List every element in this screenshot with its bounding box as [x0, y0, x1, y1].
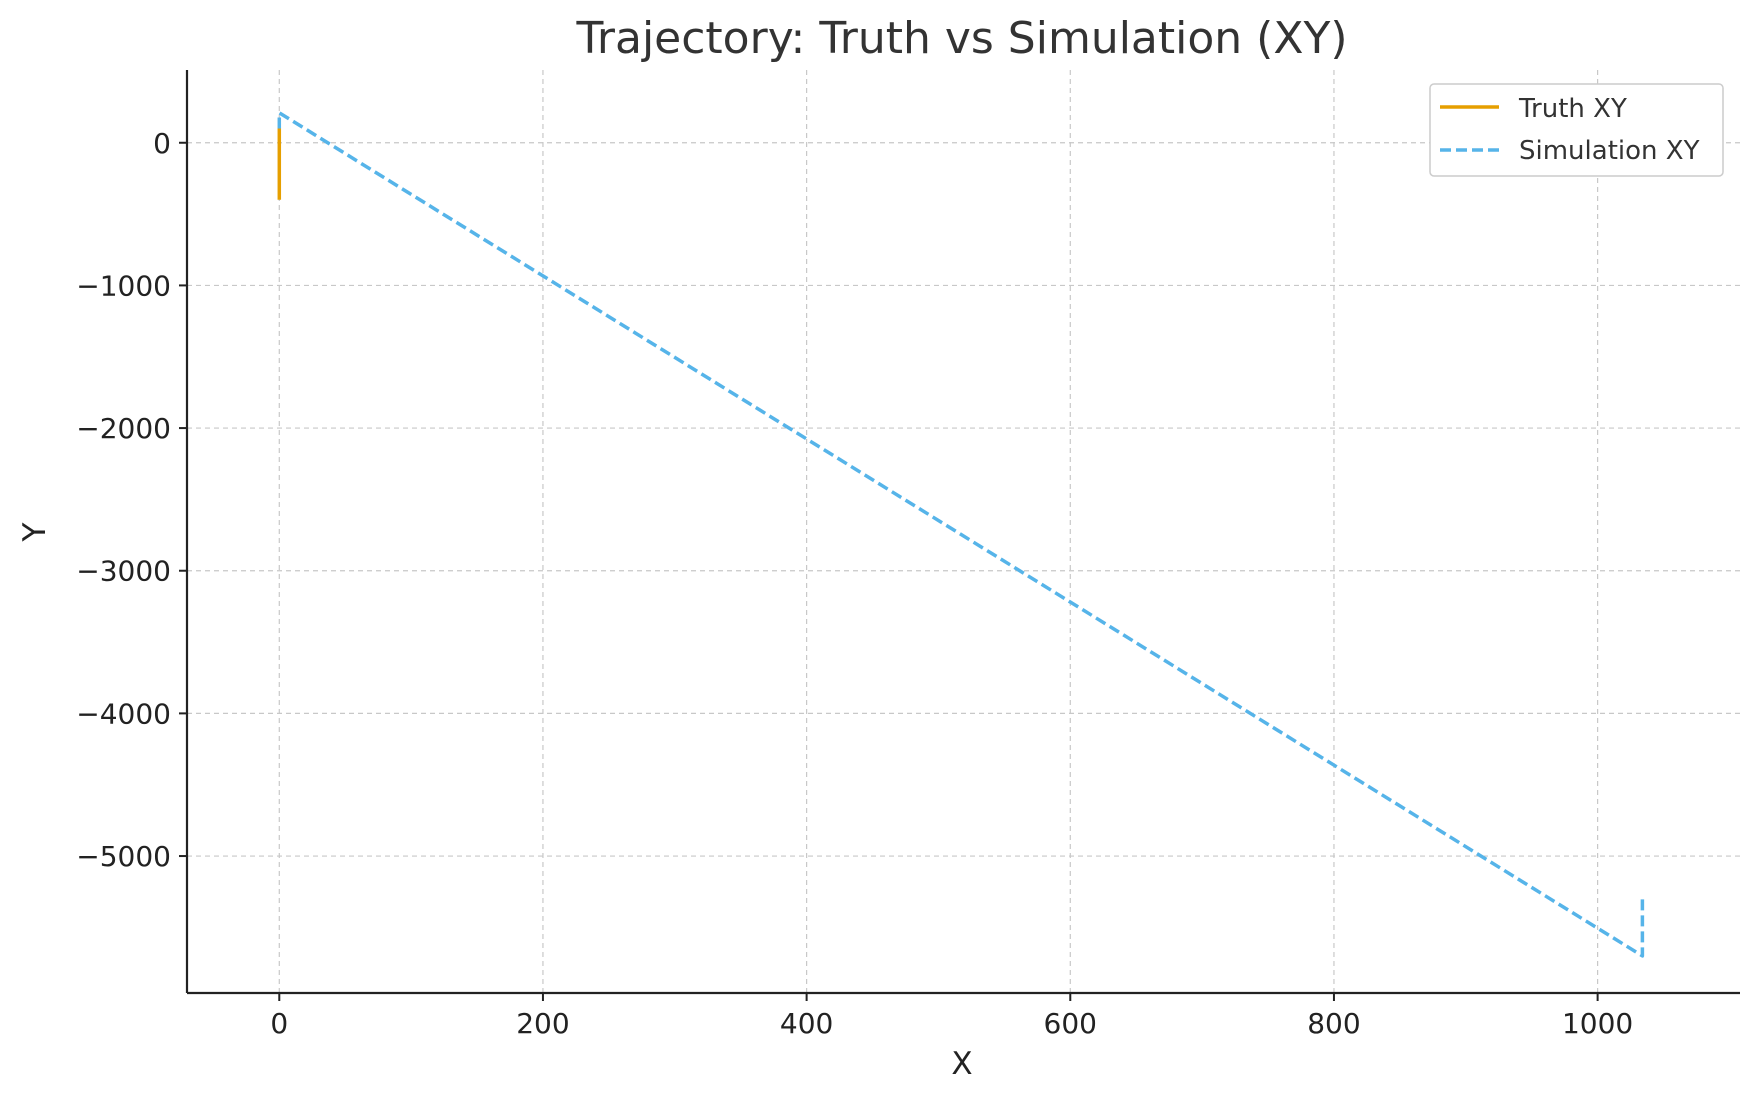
chart-title: Trajectory: Truth vs Simulation (XY): [575, 13, 1347, 64]
legend-label-simulation: Simulation XY: [1519, 136, 1700, 166]
y-tick-label: −4000: [76, 697, 171, 730]
legend: Truth XY Simulation XY: [1429, 83, 1724, 177]
legend-box: [1429, 83, 1724, 177]
ticks: 0 200 400 600 800 1000 0 −1000 −2000 −3000 −4000 −5…: [76, 127, 1633, 1040]
x-tick-label: 400: [780, 1007, 833, 1040]
y-tick-label: 0: [153, 127, 171, 160]
y-tick-label: −1000: [76, 269, 171, 302]
series-line-simulation: [277, 111, 1645, 958]
x-tick-label: 1000: [1562, 1007, 1633, 1040]
y-tick-label: −2000: [76, 412, 171, 445]
axes: [185, 70, 1740, 995]
y-tick-label: −3000: [76, 555, 171, 588]
series-lines: [277, 111, 1645, 958]
x-axis-label: X: [951, 1046, 972, 1082]
x-tick-label: 200: [516, 1007, 569, 1040]
x-tick-label: 0: [270, 1007, 288, 1040]
x-tick-label: 800: [1307, 1007, 1360, 1040]
y-tick-label: −5000: [76, 840, 171, 873]
legend-label-truth: Truth XY: [1518, 94, 1627, 124]
y-axis-label: Y: [17, 522, 53, 542]
grid: [187, 70, 1740, 993]
x-tick-label: 600: [1044, 1007, 1097, 1040]
